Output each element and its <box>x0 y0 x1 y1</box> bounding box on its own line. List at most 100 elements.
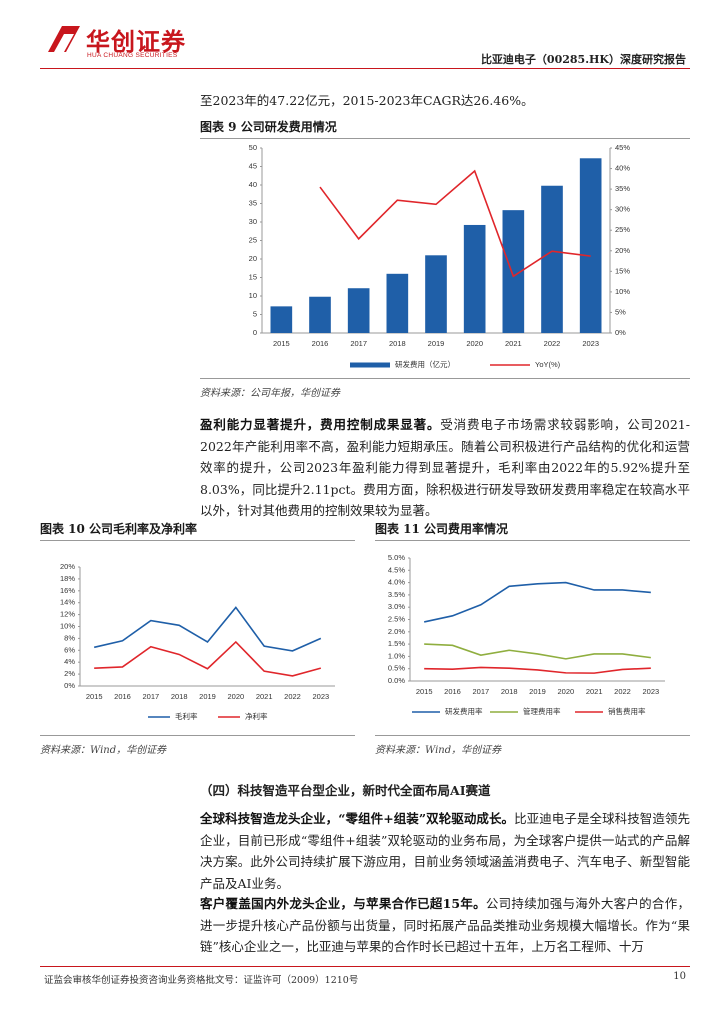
legend-label: 净利率 <box>245 711 268 721</box>
figure-rule <box>200 138 690 139</box>
x-tick-label: 2017 <box>472 687 489 696</box>
legend-label: 研发费用（亿元） <box>395 359 455 369</box>
y-tick-label: 25 <box>249 235 257 244</box>
y-tick-label: 2.5% <box>388 614 405 623</box>
y2-tick-label: 35% <box>615 184 630 193</box>
line-series <box>94 640 322 677</box>
y-tick-label: 12% <box>60 610 75 619</box>
y-tick-label: 1.0% <box>388 651 405 660</box>
x-tick-label: 2015 <box>273 339 290 348</box>
x-tick-label: 2021 <box>586 687 603 696</box>
x-tick-label: 2020 <box>557 687 574 696</box>
legend-swatch <box>350 362 390 368</box>
x-tick-label: 2022 <box>544 339 561 348</box>
y-tick-label: 1.5% <box>388 639 405 648</box>
logo-subtext: HUA CHUANG SECURITIES <box>87 52 178 59</box>
y-tick-label: 6% <box>64 645 75 654</box>
x-tick-label: 2015 <box>86 692 103 701</box>
y-tick-label: 0.0% <box>388 676 405 685</box>
legend-label: 研发费用率 <box>445 706 483 716</box>
line-series <box>424 666 651 674</box>
paragraph: 客户覆盖国内外龙头企业，与苹果合作已超15年。公司持续加强与海外大客户的合作，进… <box>200 893 690 958</box>
x-tick-label: 2021 <box>505 339 522 348</box>
chart: 0% 2% 4% 6% 8% 10% 12% 14% 16% 18% 20% 2015 2016 2017… <box>60 562 335 721</box>
y-tick-label: 30 <box>249 217 257 226</box>
x-tick-label: 2018 <box>389 339 406 348</box>
line-series <box>424 643 651 660</box>
y-tick-label: 4.5% <box>388 565 405 574</box>
figure-title: 图表 10 公司毛利率及净利率 <box>40 522 198 536</box>
x-tick-label: 2022 <box>284 692 301 701</box>
paragraph-text: 比亚迪电子是全球科技智造领先企业，目前已形成“零组件+组装”双轮驱动的业务布局，… <box>200 811 690 891</box>
figure-title: 图表 11 公司费用率情况 <box>375 522 509 536</box>
y-tick-label: 16% <box>60 586 75 595</box>
x-tick-label: 2020 <box>227 692 244 701</box>
paragraph-text: 公司持续加强与海外大客户的合作，进一步提升核心产品份额与出货量，同时拓展产品品类… <box>200 896 690 954</box>
legend-label: 销售费用率 <box>608 706 646 716</box>
bar <box>347 288 370 333</box>
figure-rule <box>375 735 690 736</box>
y-tick-label: 18% <box>60 574 75 583</box>
bar <box>309 296 331 333</box>
line-series <box>93 606 322 652</box>
bar <box>270 306 293 333</box>
y-tick-label: 4% <box>64 657 75 666</box>
logo-mark <box>48 26 80 52</box>
y-tick-label: 15 <box>249 272 257 281</box>
x-tick-label: 2016 <box>114 692 131 701</box>
y-tick-label: 45 <box>249 161 257 170</box>
x-tick-label: 2023 <box>642 687 659 696</box>
page-number: 10 <box>673 971 686 982</box>
x-tick-label: 2021 <box>256 692 273 701</box>
x-tick-label: 2023 <box>582 339 599 348</box>
y2-tick-label: 30% <box>615 205 630 214</box>
y2-tick-label: 20% <box>615 246 630 255</box>
bar <box>463 224 486 333</box>
bar <box>541 185 563 333</box>
paragraph: 全球科技智造龙头企业，“零组件+组装”双轮驱动成长。比亚迪电子是全球科技智造领先… <box>200 808 690 894</box>
x-tick-label: 2019 <box>199 692 216 701</box>
paragraph-lead: 客户覆盖国内外龙头企业，与苹果合作已超15年。 <box>200 896 486 911</box>
figure-rule <box>375 540 690 541</box>
y-tick-label: 3.0% <box>388 602 405 611</box>
bar <box>425 255 447 333</box>
source-note: 资料来源：公司年报，华创证券 <box>200 388 340 399</box>
x-tick-label: 2016 <box>312 339 329 348</box>
bar <box>386 273 409 333</box>
y-tick-label: 10 <box>249 291 257 300</box>
y2-tick-label: 15% <box>615 266 630 275</box>
y-tick-label: 3.5% <box>388 590 405 599</box>
paragraph: 盈利能力显著提升，费用控制成果显著。受消费电子市场需求较弱影响，公司2021-2… <box>200 414 690 522</box>
y-tick-label: 14% <box>60 598 75 607</box>
y-tick-label: 0.5% <box>388 664 405 673</box>
logo-text: 华创证券 <box>86 28 186 56</box>
bar <box>579 158 602 333</box>
figure-rule <box>40 735 355 736</box>
y-tick-label: 4.0% <box>388 578 405 587</box>
y-tick-label: 40 <box>249 180 257 189</box>
y-tick-label: 50 <box>249 143 257 152</box>
y-tick-label: 5 <box>253 309 257 318</box>
y-tick-label: 8% <box>64 633 75 642</box>
y-tick-label: 2% <box>64 669 75 678</box>
legend-label: 管理费用率 <box>523 706 561 716</box>
footer-disclaimer: 证监会审核华创证券投资咨询业务资格批文号：证监许可（2009）1210号 <box>44 975 359 986</box>
line-series <box>319 169 591 278</box>
y2-tick-label: 0% <box>615 328 626 337</box>
chart: 0 5 10 15 20 25 30 35 40 45 50 0% 5% 10% 15% 20% 25% 30% 3… <box>249 143 631 369</box>
y-tick-label: 35 <box>249 198 257 207</box>
y-tick-label: 0 <box>253 328 257 337</box>
legend-label: 毛利率 <box>175 711 198 721</box>
y-tick-label: 0% <box>64 681 75 690</box>
figure-rule <box>40 540 355 541</box>
bar <box>502 210 525 333</box>
section-heading: （四）科技智造平台型企业，新时代全面布局AI赛道 <box>200 783 491 798</box>
x-tick-label: 2019 <box>529 687 546 696</box>
y-tick-label: 10% <box>60 621 75 630</box>
paragraph-lead: 全球科技智造龙头企业，“零组件+组装”双轮驱动成长。 <box>200 811 515 826</box>
x-tick-label: 2018 <box>171 692 188 701</box>
paragraph-lead: 盈利能力显著提升，费用控制成果显著。 <box>200 417 441 432</box>
report-title: 比亚迪电子（00285.HK）深度研究报告 <box>480 53 686 66</box>
chart: 0.0% 0.5% 1.0% 1.5% 2.0% 2.5% 3.0% 3.5% 4.0% 4.5%… <box>388 553 665 716</box>
